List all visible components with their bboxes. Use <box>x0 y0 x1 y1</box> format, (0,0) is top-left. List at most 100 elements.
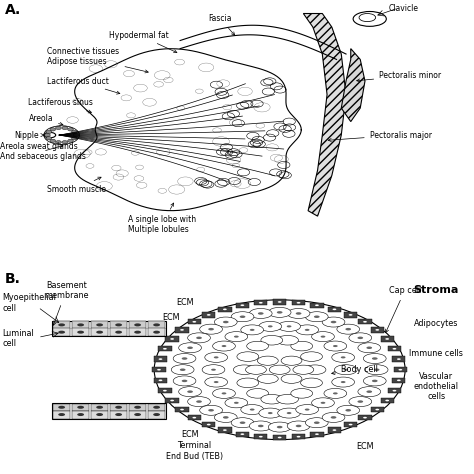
Circle shape <box>134 413 141 416</box>
Circle shape <box>315 304 319 306</box>
Text: A.: A. <box>5 3 21 17</box>
Circle shape <box>192 321 196 323</box>
Circle shape <box>305 418 328 428</box>
Circle shape <box>249 309 272 319</box>
Circle shape <box>366 346 372 349</box>
Circle shape <box>153 413 160 416</box>
FancyBboxPatch shape <box>109 321 127 329</box>
FancyBboxPatch shape <box>381 398 394 403</box>
Circle shape <box>237 352 259 361</box>
Circle shape <box>363 321 367 323</box>
Circle shape <box>322 412 345 422</box>
Circle shape <box>68 139 73 142</box>
Circle shape <box>50 139 55 142</box>
Polygon shape <box>303 14 346 216</box>
FancyBboxPatch shape <box>72 403 89 411</box>
Circle shape <box>240 304 244 306</box>
Circle shape <box>315 433 319 435</box>
Circle shape <box>214 412 237 422</box>
FancyBboxPatch shape <box>175 407 189 412</box>
Circle shape <box>261 336 283 345</box>
Circle shape <box>333 392 337 394</box>
Circle shape <box>333 429 337 431</box>
Circle shape <box>45 134 50 137</box>
FancyBboxPatch shape <box>147 411 165 419</box>
Circle shape <box>233 365 255 374</box>
Circle shape <box>250 409 255 410</box>
Circle shape <box>200 324 222 334</box>
FancyBboxPatch shape <box>128 411 146 419</box>
Circle shape <box>278 408 301 418</box>
FancyBboxPatch shape <box>158 388 172 393</box>
FancyBboxPatch shape <box>292 434 305 439</box>
FancyBboxPatch shape <box>236 302 249 308</box>
Circle shape <box>250 329 255 331</box>
Text: Vascular
endothelial
cells: Vascular endothelial cells <box>414 372 458 401</box>
Circle shape <box>259 302 263 304</box>
Circle shape <box>341 381 346 383</box>
Circle shape <box>287 412 292 414</box>
Circle shape <box>241 325 264 335</box>
Circle shape <box>182 380 187 382</box>
Circle shape <box>333 345 337 347</box>
Circle shape <box>305 312 328 322</box>
Circle shape <box>277 311 283 314</box>
Circle shape <box>320 336 325 337</box>
Circle shape <box>214 381 219 383</box>
Text: Areola sweat glands
And sebaceous glands: Areola sweat glands And sebaceous glands <box>0 142 86 161</box>
FancyBboxPatch shape <box>91 328 108 336</box>
Circle shape <box>331 321 337 323</box>
Circle shape <box>269 365 290 374</box>
FancyBboxPatch shape <box>371 407 384 412</box>
Circle shape <box>296 425 301 427</box>
Circle shape <box>365 365 388 375</box>
Circle shape <box>213 388 236 399</box>
FancyBboxPatch shape <box>371 327 384 333</box>
Circle shape <box>277 394 299 404</box>
FancyBboxPatch shape <box>381 336 394 342</box>
Circle shape <box>366 391 372 393</box>
Circle shape <box>223 416 228 419</box>
Circle shape <box>297 436 301 438</box>
Circle shape <box>192 417 196 419</box>
Circle shape <box>372 380 378 382</box>
FancyBboxPatch shape <box>128 321 146 329</box>
Circle shape <box>372 357 378 360</box>
Text: A single lobe with
Multiple lobules: A single lobe with Multiple lobules <box>128 203 196 234</box>
Circle shape <box>314 316 319 318</box>
Circle shape <box>259 436 263 438</box>
Circle shape <box>281 374 302 383</box>
Text: ECM: ECM <box>181 430 198 439</box>
Circle shape <box>46 137 52 140</box>
Circle shape <box>341 356 346 358</box>
FancyBboxPatch shape <box>344 422 357 427</box>
Text: Lactiferous sinus: Lactiferous sinus <box>28 98 93 113</box>
Circle shape <box>346 328 351 330</box>
Circle shape <box>222 392 227 394</box>
Circle shape <box>296 404 319 415</box>
Text: Clavicle: Clavicle <box>389 4 419 13</box>
Circle shape <box>96 413 103 416</box>
Circle shape <box>223 321 228 323</box>
Circle shape <box>188 397 210 407</box>
Text: Terminal
End Bud (TEB): Terminal End Bud (TEB) <box>166 441 223 461</box>
Circle shape <box>268 307 291 318</box>
FancyBboxPatch shape <box>236 431 249 437</box>
Circle shape <box>77 331 84 334</box>
Circle shape <box>159 380 163 381</box>
Circle shape <box>392 348 396 350</box>
Circle shape <box>96 331 103 334</box>
Circle shape <box>50 128 55 131</box>
Circle shape <box>296 325 319 335</box>
Circle shape <box>68 128 73 131</box>
Circle shape <box>223 309 227 310</box>
Circle shape <box>305 409 310 410</box>
FancyBboxPatch shape <box>53 411 70 419</box>
FancyBboxPatch shape <box>388 346 401 351</box>
Text: Lactiferous duct: Lactiferous duct <box>47 77 120 94</box>
Circle shape <box>322 317 345 327</box>
Circle shape <box>153 406 160 409</box>
Circle shape <box>207 424 210 425</box>
Circle shape <box>259 321 282 331</box>
Circle shape <box>324 388 346 399</box>
